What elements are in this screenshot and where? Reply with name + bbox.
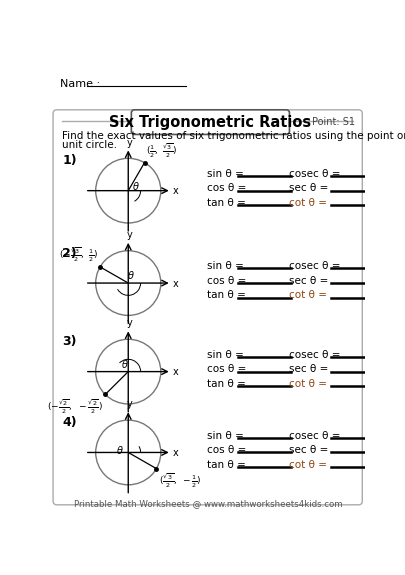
Text: x: x — [173, 279, 179, 289]
Text: Printable Math Worksheets @ www.mathworksheets4kids.com: Printable Math Worksheets @ www.mathwork… — [74, 499, 341, 508]
Text: x: x — [173, 448, 179, 458]
Text: y: y — [127, 400, 132, 409]
Text: Point: S1: Point: S1 — [311, 117, 354, 127]
Text: 2): 2) — [62, 247, 77, 260]
Text: 1): 1) — [62, 155, 77, 167]
Text: $\theta$: $\theta$ — [116, 444, 124, 456]
Text: $(\frac{\sqrt{3}}{2},\ -\frac{1}{2})$: $(\frac{\sqrt{3}}{2},\ -\frac{1}{2})$ — [158, 472, 201, 490]
Text: tan θ =: tan θ = — [207, 379, 245, 389]
Text: unit circle.: unit circle. — [62, 140, 117, 150]
Text: tan θ =: tan θ = — [207, 290, 245, 300]
Text: cot θ =: cot θ = — [289, 198, 327, 208]
Text: $\theta$: $\theta$ — [132, 181, 139, 193]
Text: cos θ =: cos θ = — [207, 183, 246, 193]
Text: 4): 4) — [62, 416, 77, 430]
Text: Six Trigonometric Ratios: Six Trigonometric Ratios — [109, 114, 311, 129]
Text: y: y — [127, 230, 132, 240]
Text: tan θ =: tan θ = — [207, 198, 245, 208]
Text: 3): 3) — [62, 335, 77, 348]
Text: cosec θ =: cosec θ = — [289, 261, 340, 271]
Text: y: y — [127, 319, 132, 328]
Text: $\theta$: $\theta$ — [121, 358, 128, 370]
Text: x: x — [173, 186, 179, 197]
Text: sec θ =: sec θ = — [289, 365, 328, 374]
Text: sec θ =: sec θ = — [289, 445, 328, 455]
Text: $\theta$: $\theta$ — [126, 269, 134, 281]
Text: cos θ =: cos θ = — [207, 365, 246, 374]
Text: cot θ =: cot θ = — [289, 379, 327, 389]
Text: cosec θ =: cosec θ = — [289, 431, 340, 440]
Text: sin θ =: sin θ = — [207, 350, 243, 360]
Text: Name :: Name : — [60, 79, 100, 89]
Text: cos θ =: cos θ = — [207, 445, 246, 455]
Text: sin θ =: sin θ = — [207, 261, 243, 271]
Text: cosec θ =: cosec θ = — [289, 168, 340, 179]
Text: cos θ =: cos θ = — [207, 276, 246, 286]
Text: sec θ =: sec θ = — [289, 183, 328, 193]
Text: $(-\frac{\sqrt{3}}{2},\ \frac{1}{2})$: $(-\frac{\sqrt{3}}{2},\ \frac{1}{2})$ — [58, 246, 98, 264]
FancyBboxPatch shape — [53, 110, 361, 505]
Text: $(\frac{1}{2},\ \frac{\sqrt{3}}{2})$: $(\frac{1}{2},\ \frac{\sqrt{3}}{2})$ — [146, 141, 177, 160]
FancyBboxPatch shape — [131, 110, 289, 135]
Text: $(-\frac{\sqrt{2}}{2},\ -\frac{\sqrt{2}}{2})$: $(-\frac{\sqrt{2}}{2},\ -\frac{\sqrt{2}}… — [47, 397, 102, 416]
Text: sin θ =: sin θ = — [207, 168, 243, 179]
Text: tan θ =: tan θ = — [207, 460, 245, 470]
Text: cot θ =: cot θ = — [289, 460, 327, 470]
Text: cot θ =: cot θ = — [289, 290, 327, 300]
Text: x: x — [173, 367, 179, 377]
Text: Find the exact values of six trigonometric ratios using the point on the: Find the exact values of six trigonometr… — [62, 131, 405, 141]
Text: y: y — [127, 137, 132, 148]
Text: sin θ =: sin θ = — [207, 431, 243, 440]
Text: cosec θ =: cosec θ = — [289, 350, 340, 360]
Text: sec θ =: sec θ = — [289, 276, 328, 286]
